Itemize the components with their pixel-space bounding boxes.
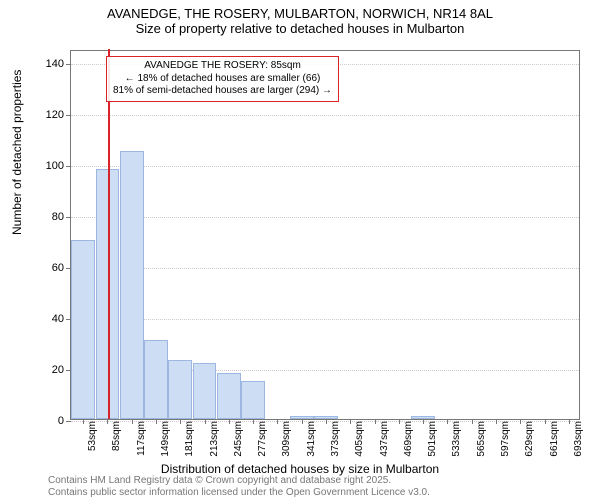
x-tick-label: 149sqm <box>160 421 171 457</box>
x-tick-label: 533sqm <box>451 421 462 457</box>
title-line2: Size of property relative to detached ho… <box>0 21 600 36</box>
x-tick-mark <box>496 419 497 424</box>
histogram-bar <box>168 360 192 419</box>
y-tick-label: 40 <box>52 313 64 325</box>
histogram-bar <box>144 340 168 419</box>
y-axis-label: Number of detached properties <box>10 70 24 235</box>
x-tick-label: 213sqm <box>209 421 220 457</box>
chart-container: AVANEDGE, THE ROSERY, MULBARTON, NORWICH… <box>0 0 600 500</box>
title-block: AVANEDGE, THE ROSERY, MULBARTON, NORWICH… <box>0 0 600 36</box>
x-tick-label: 661sqm <box>549 421 560 457</box>
y-tick-mark <box>66 421 71 422</box>
x-tick-label: 405sqm <box>354 421 365 457</box>
copyright-block: Contains HM Land Registry data © Crown c… <box>48 475 430 498</box>
property-marker-line <box>108 49 110 419</box>
x-tick-mark <box>229 419 230 424</box>
x-tick-label: 565sqm <box>476 421 487 457</box>
x-axis-label: Distribution of detached houses by size … <box>0 462 600 476</box>
title-line1: AVANEDGE, THE ROSERY, MULBARTON, NORWICH… <box>0 6 600 21</box>
x-tick-label: 693sqm <box>573 421 584 457</box>
x-tick-label: 501sqm <box>427 421 438 457</box>
x-tick-mark <box>107 419 108 424</box>
x-tick-mark <box>302 419 303 424</box>
histogram-bar <box>71 240 95 419</box>
x-tick-label: 245sqm <box>233 421 244 457</box>
x-tick-label: 53sqm <box>87 421 98 451</box>
y-tick-label: 140 <box>46 58 64 70</box>
histogram-bar <box>193 363 217 419</box>
x-tick-label: 469sqm <box>403 421 414 457</box>
x-tick-label: 373sqm <box>330 421 341 457</box>
histogram-bar <box>217 373 241 419</box>
annotation-line2: ← 18% of detached houses are smaller (66… <box>113 73 332 86</box>
x-tick-mark <box>205 419 206 424</box>
y-tick-label: 100 <box>46 160 64 172</box>
x-tick-label: 437sqm <box>379 421 390 457</box>
x-tick-mark <box>472 419 473 424</box>
x-tick-mark <box>545 419 546 424</box>
y-tick-label: 0 <box>58 415 64 427</box>
x-tick-mark <box>132 419 133 424</box>
x-tick-label: 117sqm <box>136 421 147 456</box>
x-tick-label: 341sqm <box>306 421 317 457</box>
plot-area: 020406080100120140 53sqm85sqm117sqm149sq… <box>70 50 580 420</box>
copyright-line1: Contains HM Land Registry data © Crown c… <box>48 475 430 487</box>
x-tick-mark <box>253 419 254 424</box>
histogram-bar <box>120 151 144 419</box>
x-tick-mark <box>423 419 424 424</box>
x-tick-mark <box>326 419 327 424</box>
bars-layer <box>71 51 579 419</box>
y-tick-label: 60 <box>52 262 64 274</box>
y-tick-label: 20 <box>52 364 64 376</box>
x-tick-mark <box>277 419 278 424</box>
x-tick-mark <box>569 419 570 424</box>
x-tick-mark <box>156 419 157 424</box>
annotation-box: AVANEDGE THE ROSERY: 85sqm ← 18% of deta… <box>106 56 339 102</box>
x-tick-mark <box>447 419 448 424</box>
annotation-line1: AVANEDGE THE ROSERY: 85sqm <box>113 60 332 73</box>
x-tick-mark <box>375 419 376 424</box>
x-tick-label: 85sqm <box>111 421 122 451</box>
copyright-line2: Contains public sector information licen… <box>48 487 430 499</box>
x-tick-mark <box>180 419 181 424</box>
x-tick-label: 629sqm <box>524 421 535 457</box>
x-tick-label: 309sqm <box>281 421 292 457</box>
x-tick-label: 277sqm <box>257 421 268 457</box>
y-tick-label: 80 <box>52 211 64 223</box>
y-tick-label: 120 <box>46 109 64 121</box>
x-tick-mark <box>399 419 400 424</box>
x-tick-mark <box>520 419 521 424</box>
annotation-line3: 81% of semi-detached houses are larger (… <box>113 85 332 98</box>
x-tick-mark <box>83 419 84 424</box>
x-tick-mark <box>350 419 351 424</box>
histogram-bar <box>241 381 265 419</box>
x-tick-label: 597sqm <box>500 421 511 457</box>
x-tick-label: 181sqm <box>184 421 195 457</box>
